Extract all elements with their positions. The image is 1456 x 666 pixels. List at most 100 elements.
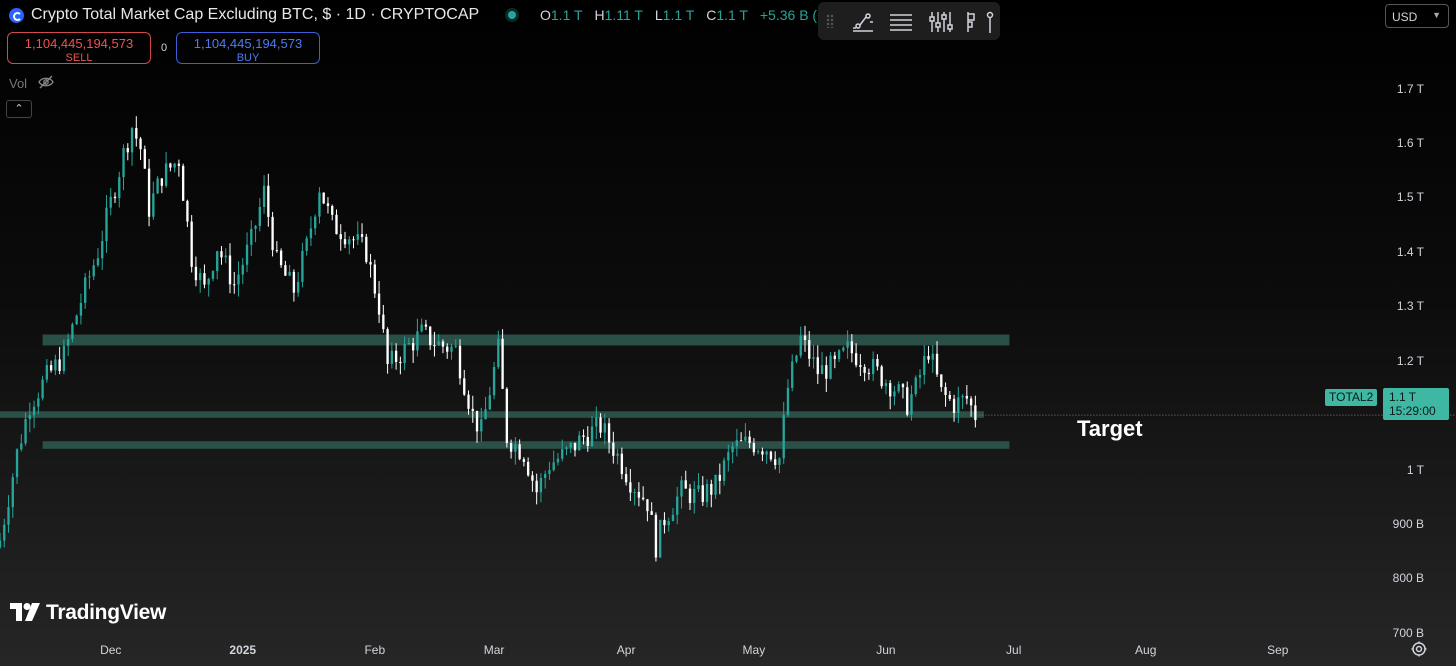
candle-body xyxy=(416,331,419,351)
candle xyxy=(548,461,551,480)
candle xyxy=(66,333,70,357)
candle xyxy=(518,439,521,461)
candle-body xyxy=(49,365,53,371)
candle-body xyxy=(258,206,261,227)
indicator-settings-icon[interactable] xyxy=(928,9,954,35)
candle xyxy=(254,225,257,243)
candle-body xyxy=(505,388,509,444)
candle xyxy=(49,360,53,373)
candle-body xyxy=(339,234,342,240)
candle xyxy=(292,269,296,302)
candle-body xyxy=(437,341,440,346)
candle-body xyxy=(190,221,193,267)
candle-body xyxy=(535,480,538,493)
alert-icon[interactable] xyxy=(982,9,1008,35)
candle xyxy=(322,192,325,205)
candle-body xyxy=(663,519,666,526)
candle-body xyxy=(739,440,743,442)
candle-body xyxy=(961,395,964,398)
candle xyxy=(731,442,734,464)
candle-body xyxy=(641,497,645,500)
candle-body xyxy=(126,148,129,153)
price-zone[interactable] xyxy=(42,441,1010,449)
candle xyxy=(842,346,845,353)
price-zone[interactable] xyxy=(0,411,984,418)
candle xyxy=(961,394,964,409)
ohlc-value: 1.1 T xyxy=(550,7,583,23)
drag-handle-icon[interactable] xyxy=(826,14,834,28)
candle-body xyxy=(931,353,934,360)
candle xyxy=(799,326,802,359)
candle xyxy=(957,386,960,424)
ohlc-value: 1.11 T xyxy=(604,7,643,23)
candle-body xyxy=(96,258,100,266)
candle xyxy=(756,449,760,455)
candle xyxy=(62,339,66,375)
candle-body xyxy=(842,347,845,351)
candle-body xyxy=(118,177,121,199)
sell-button[interactable]: 1,104,445,194,573 SELL xyxy=(7,32,151,64)
candle xyxy=(88,270,91,289)
candle xyxy=(684,470,687,489)
candle-body xyxy=(607,423,611,443)
symbol-title[interactable]: Crypto Total Market Cap Excluding BTC, $… xyxy=(31,6,480,23)
candle xyxy=(812,344,815,369)
candle xyxy=(109,188,112,216)
price-zone[interactable] xyxy=(42,334,1010,346)
buy-button[interactable]: 1,104,445,194,573 BUY xyxy=(176,32,320,64)
price-axis-tick: 900 B xyxy=(1392,516,1424,531)
settings-gear-icon[interactable] xyxy=(1411,641,1427,657)
candle-body xyxy=(11,477,14,508)
price-axis-tick: 1.3 T xyxy=(1396,299,1424,314)
candle-body xyxy=(403,343,406,364)
last-price-value: 1.1 T xyxy=(1389,390,1417,404)
candle-body xyxy=(876,359,879,367)
tradingview-logo[interactable]: TradingView xyxy=(10,601,166,625)
candle-body xyxy=(573,442,577,451)
candle-body xyxy=(752,443,756,453)
candle xyxy=(147,159,151,227)
candle xyxy=(484,396,487,420)
candle xyxy=(352,236,355,249)
time-axis-tick: 2025 xyxy=(229,643,257,657)
candle-body xyxy=(75,315,78,325)
candle-body xyxy=(386,329,389,365)
bar-replay-icon[interactable] xyxy=(962,9,988,35)
candle-body xyxy=(918,374,922,378)
market-status-icon[interactable] xyxy=(508,11,516,19)
candle-body xyxy=(756,451,760,453)
candle-body xyxy=(586,436,589,446)
candle xyxy=(774,451,777,470)
currency-select[interactable]: USD ▼ xyxy=(1385,4,1449,28)
candle-body xyxy=(565,447,568,450)
candle xyxy=(833,351,836,369)
candle-body xyxy=(20,443,23,450)
candle xyxy=(871,351,875,382)
candle-body xyxy=(228,255,232,285)
candle xyxy=(224,248,227,264)
candle-body xyxy=(859,365,862,367)
candle-body xyxy=(139,138,142,150)
candle-body xyxy=(169,163,172,168)
candle-body xyxy=(548,470,551,475)
candle-body xyxy=(680,480,683,497)
eye-off-icon[interactable] xyxy=(38,75,54,89)
candle xyxy=(160,178,164,194)
candle-body xyxy=(629,482,632,493)
candle xyxy=(884,379,888,395)
candle xyxy=(710,479,713,508)
candle xyxy=(233,271,236,294)
bar-countdown: 15:29:00 xyxy=(1389,404,1436,418)
collapse-legend-button[interactable]: ⌃ xyxy=(6,100,32,118)
price-axis-tick: 1.6 T xyxy=(1396,135,1424,150)
candle xyxy=(629,468,632,502)
object-tree-icon[interactable] xyxy=(888,9,914,35)
candle-body xyxy=(79,302,83,316)
candle-body xyxy=(718,474,721,481)
candle-body xyxy=(373,264,376,294)
candle-body xyxy=(897,384,900,392)
indicator-templates-icon[interactable] xyxy=(850,9,876,35)
candle-body xyxy=(693,489,696,504)
candle xyxy=(305,235,308,256)
